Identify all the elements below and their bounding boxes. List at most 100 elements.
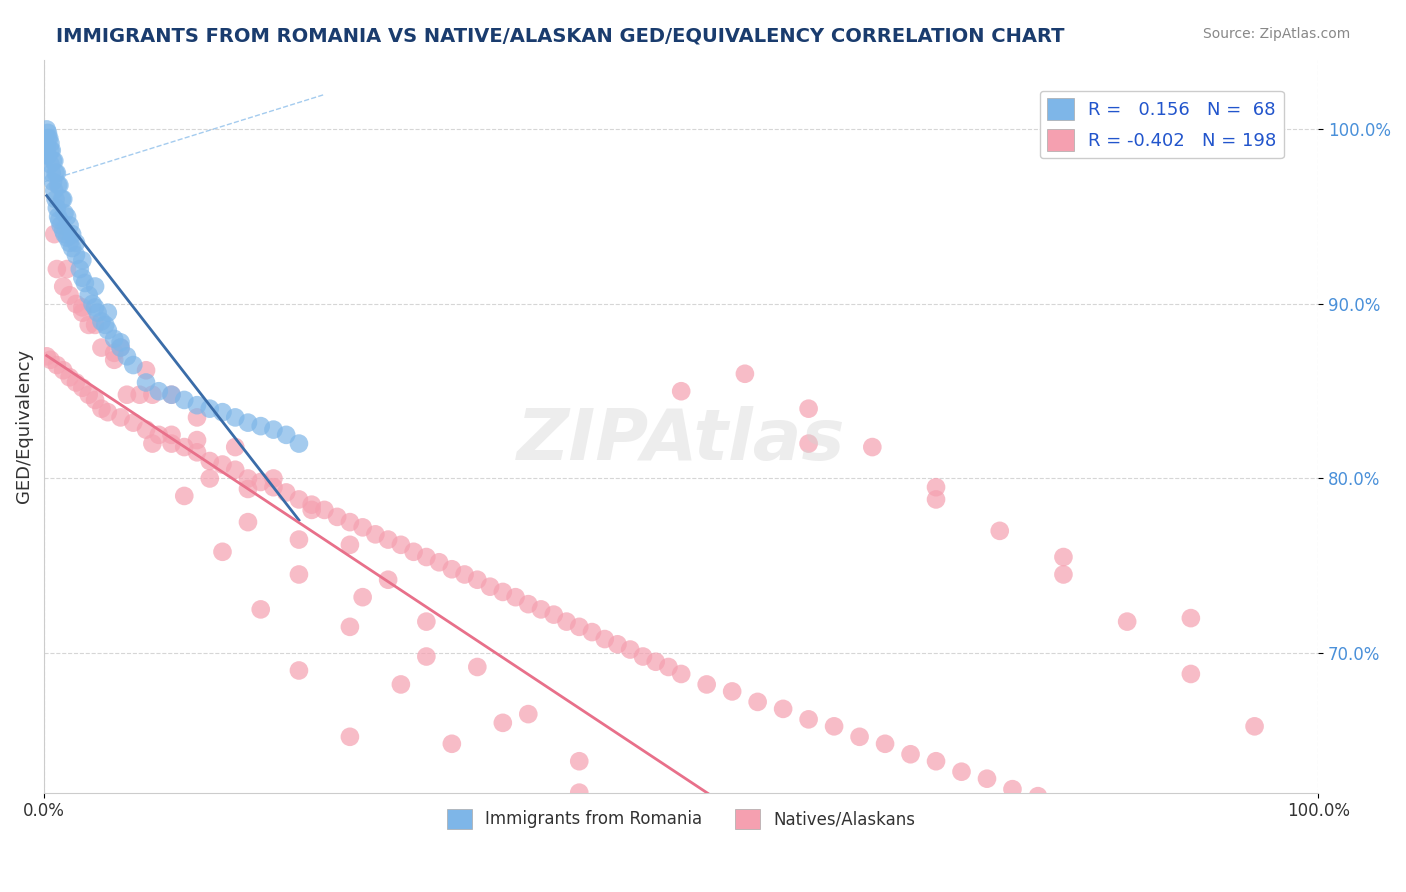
Point bbox=[44, 184, 66, 198]
Point bbox=[492, 799, 515, 814]
Point bbox=[619, 806, 641, 821]
Y-axis label: GED/Equivalency: GED/Equivalency bbox=[15, 349, 32, 503]
Point bbox=[339, 515, 361, 529]
Point bbox=[35, 349, 58, 363]
Point bbox=[568, 754, 591, 768]
Point bbox=[797, 401, 820, 416]
Point bbox=[772, 702, 794, 716]
Point bbox=[173, 440, 195, 454]
Point bbox=[45, 201, 67, 215]
Point bbox=[262, 423, 284, 437]
Point bbox=[37, 131, 59, 145]
Point bbox=[1001, 782, 1024, 797]
Point bbox=[377, 533, 399, 547]
Point bbox=[186, 445, 208, 459]
Point bbox=[77, 288, 100, 302]
Point bbox=[669, 864, 692, 879]
Point bbox=[276, 428, 298, 442]
Point bbox=[160, 388, 183, 402]
Point bbox=[39, 144, 62, 158]
Point bbox=[46, 178, 69, 193]
Point bbox=[262, 480, 284, 494]
Point bbox=[314, 503, 336, 517]
Point bbox=[479, 580, 502, 594]
Point bbox=[60, 241, 83, 255]
Point bbox=[56, 210, 79, 224]
Point bbox=[249, 419, 271, 434]
Point bbox=[65, 297, 87, 311]
Point bbox=[97, 405, 120, 419]
Point bbox=[211, 545, 233, 559]
Point bbox=[301, 498, 323, 512]
Point bbox=[90, 314, 112, 328]
Point bbox=[173, 392, 195, 407]
Point bbox=[352, 520, 374, 534]
Point bbox=[797, 712, 820, 726]
Point bbox=[276, 485, 298, 500]
Point bbox=[48, 213, 70, 227]
Point bbox=[44, 227, 66, 241]
Point bbox=[1180, 611, 1202, 625]
Point bbox=[860, 440, 883, 454]
Point bbox=[402, 545, 425, 559]
Point bbox=[415, 615, 437, 629]
Point bbox=[103, 352, 125, 367]
Point bbox=[696, 677, 718, 691]
Point bbox=[976, 772, 998, 786]
Point bbox=[53, 206, 76, 220]
Point bbox=[103, 346, 125, 360]
Point bbox=[1052, 567, 1074, 582]
Point bbox=[543, 864, 565, 879]
Point bbox=[236, 471, 259, 485]
Point bbox=[1154, 834, 1177, 848]
Point bbox=[900, 747, 922, 762]
Point bbox=[160, 428, 183, 442]
Point bbox=[236, 416, 259, 430]
Point bbox=[60, 227, 83, 241]
Point bbox=[198, 471, 221, 485]
Point bbox=[35, 140, 58, 154]
Point bbox=[440, 870, 463, 884]
Point bbox=[517, 597, 540, 611]
Point bbox=[224, 463, 246, 477]
Point bbox=[1077, 806, 1099, 821]
Point bbox=[581, 625, 603, 640]
Text: IMMIGRANTS FROM ROMANIA VS NATIVE/ALASKAN GED/EQUIVALENCY CORRELATION CHART: IMMIGRANTS FROM ROMANIA VS NATIVE/ALASKA… bbox=[56, 27, 1064, 45]
Point bbox=[39, 136, 62, 151]
Point bbox=[58, 235, 80, 250]
Point bbox=[35, 122, 58, 136]
Point bbox=[49, 219, 72, 233]
Point bbox=[148, 384, 170, 399]
Point bbox=[288, 533, 311, 547]
Point bbox=[103, 332, 125, 346]
Point bbox=[326, 509, 349, 524]
Point bbox=[45, 192, 67, 206]
Point bbox=[734, 367, 756, 381]
Point bbox=[669, 667, 692, 681]
Point bbox=[211, 458, 233, 472]
Point bbox=[644, 655, 666, 669]
Point bbox=[1052, 549, 1074, 564]
Point bbox=[86, 306, 108, 320]
Point bbox=[823, 719, 845, 733]
Point bbox=[415, 549, 437, 564]
Point bbox=[44, 153, 66, 168]
Point bbox=[72, 381, 94, 395]
Point bbox=[65, 376, 87, 390]
Point bbox=[72, 306, 94, 320]
Point bbox=[1129, 824, 1152, 838]
Point bbox=[90, 341, 112, 355]
Point bbox=[1026, 789, 1049, 804]
Point bbox=[236, 515, 259, 529]
Point bbox=[110, 410, 132, 425]
Point bbox=[249, 602, 271, 616]
Point bbox=[73, 276, 96, 290]
Point bbox=[122, 416, 145, 430]
Point bbox=[465, 573, 488, 587]
Point bbox=[568, 620, 591, 634]
Point bbox=[84, 301, 107, 315]
Point bbox=[352, 590, 374, 604]
Point bbox=[56, 230, 79, 244]
Point bbox=[224, 440, 246, 454]
Point bbox=[606, 637, 628, 651]
